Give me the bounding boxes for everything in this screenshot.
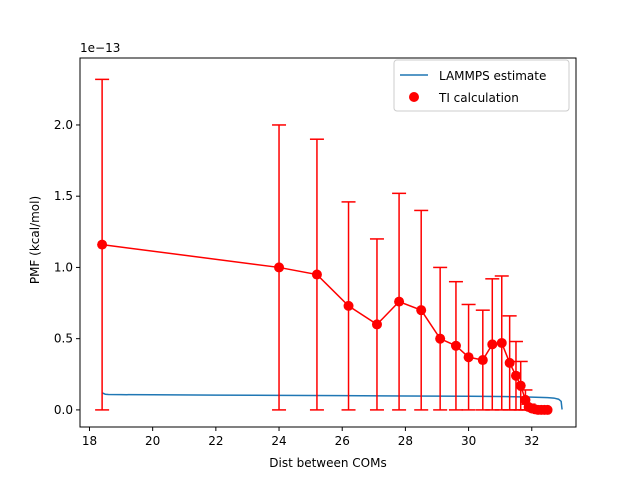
y-tick-label: 0.5 bbox=[54, 332, 73, 346]
ti-point bbox=[477, 355, 488, 366]
ti-point bbox=[463, 352, 474, 363]
ti-calculation-line bbox=[102, 243, 548, 411]
y-tick-label: 1.0 bbox=[54, 260, 73, 274]
x-tick-label: 28 bbox=[398, 434, 413, 448]
x-tick-label: 26 bbox=[335, 434, 350, 448]
axes-frame bbox=[79, 57, 577, 428]
ti-point bbox=[371, 319, 382, 330]
ti-point bbox=[311, 269, 322, 280]
y-tick-label: 1.5 bbox=[54, 189, 73, 203]
ti-point bbox=[487, 339, 498, 350]
y-axis-label: PMF (kcal/mol) bbox=[28, 196, 42, 284]
y-tick-label: 0.0 bbox=[54, 403, 73, 417]
x-tick-label: 22 bbox=[208, 434, 223, 448]
legend-ti-label: TI calculation bbox=[438, 91, 519, 105]
ti-point bbox=[515, 380, 526, 391]
legend-frame bbox=[393, 59, 570, 112]
ti-point bbox=[504, 357, 515, 368]
ti-point bbox=[274, 262, 285, 273]
legend-ti-swatch bbox=[409, 92, 419, 102]
x-tick-label: 32 bbox=[524, 434, 539, 448]
plot-area bbox=[95, 78, 563, 415]
ti-point bbox=[97, 239, 108, 250]
y-tick-label: 2.0 bbox=[54, 118, 73, 132]
x-tick-label: 24 bbox=[271, 434, 286, 448]
x-tick-label: 30 bbox=[461, 434, 476, 448]
ti-point bbox=[542, 404, 553, 415]
x-tick-label: 18 bbox=[82, 434, 97, 448]
x-tick-label: 20 bbox=[145, 434, 160, 448]
ti-point bbox=[343, 300, 354, 311]
ti-point bbox=[435, 333, 446, 344]
lammps-estimate-line bbox=[101, 392, 563, 410]
ti-point bbox=[416, 305, 427, 316]
ti-point bbox=[394, 296, 405, 307]
ti-point bbox=[450, 340, 461, 351]
ti-point bbox=[496, 337, 507, 348]
y-offset-label: 1e−13 bbox=[80, 41, 120, 55]
x-axis-label: Dist between COMs bbox=[269, 456, 386, 470]
axes: 18 20 22 24 26 28 30 32 0.0 0.5 1.0 1.5 2.0 bbox=[54, 57, 577, 448]
ti-point bbox=[510, 370, 521, 381]
legend: LAMMPS estimate TI calculation bbox=[393, 59, 570, 112]
legend-lammps-label: LAMMPS estimate bbox=[439, 69, 546, 83]
